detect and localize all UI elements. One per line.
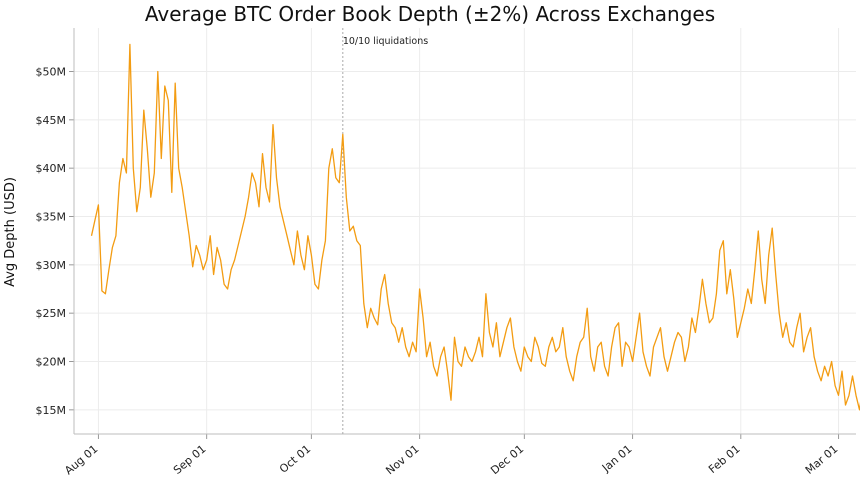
series-layer [90, 43, 860, 411]
y-tick-label: $35M [36, 211, 67, 224]
chart-title: Average BTC Order Book Depth (±2%) Acros… [145, 2, 715, 26]
y-tick-label: $30M [36, 259, 67, 272]
x-tick-label: Feb 01 [706, 442, 743, 476]
y-tick-label: $50M [36, 66, 67, 79]
y-tick-label: $25M [36, 307, 67, 320]
x-tick-label: Sep 01 [171, 442, 209, 477]
x-tick-label: Mar 01 [803, 442, 841, 477]
annotation: 10/10 liquidations [342, 28, 428, 434]
y-axis-label: Avg Depth (USD) [3, 177, 18, 287]
y-tick-label: $45M [36, 114, 67, 127]
series-line [90, 43, 860, 411]
y-tick-label: $40M [36, 162, 67, 175]
x-tick-label: Oct 01 [277, 442, 313, 475]
x-tick-label: Jan 01 [599, 442, 635, 475]
y-tick-label: $20M [36, 356, 67, 369]
gridlines [74, 28, 856, 434]
annotation-label: 10/10 liquidations [343, 36, 428, 47]
x-tick-label: Nov 01 [383, 442, 421, 477]
x-tick-label: Dec 01 [488, 442, 526, 477]
x-tick-label: Aug 01 [62, 442, 100, 477]
y-tick-label: $15M [36, 404, 67, 417]
